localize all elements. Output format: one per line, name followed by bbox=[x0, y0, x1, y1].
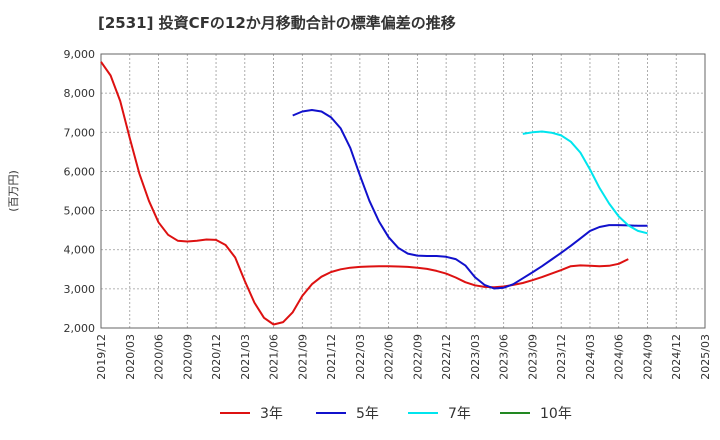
x-tick-label: 2024/09 bbox=[641, 334, 654, 380]
x-tick-label: 2019/12 bbox=[95, 334, 108, 380]
series-line bbox=[100, 61, 629, 326]
y-tick-label: 6,000 bbox=[64, 165, 96, 178]
x-tick-label: 2023/03 bbox=[469, 334, 482, 380]
x-tick-label: 2024/12 bbox=[670, 334, 683, 380]
x-tick-label: 2020/03 bbox=[124, 334, 137, 380]
legend-label: 5年 bbox=[356, 406, 379, 422]
x-tick-label: 2023/06 bbox=[498, 334, 511, 380]
legend-label: 3年 bbox=[260, 406, 283, 422]
y-tick-label: 9,000 bbox=[64, 48, 96, 61]
x-tick-label: 2021/09 bbox=[296, 334, 309, 380]
x-tick-label: 2021/12 bbox=[325, 334, 338, 380]
x-tick-label: 2020/06 bbox=[153, 334, 166, 380]
x-tick-label: 2024/06 bbox=[613, 334, 626, 380]
y-tick-label: 8,000 bbox=[64, 87, 96, 100]
series-line bbox=[292, 109, 648, 290]
x-tick-label: 2021/06 bbox=[268, 334, 281, 380]
x-tick-label: 2022/12 bbox=[440, 334, 453, 380]
series-line bbox=[522, 130, 648, 235]
x-tick-label: 2022/06 bbox=[383, 334, 396, 380]
y-tick-label: 5,000 bbox=[64, 205, 96, 218]
x-tick-label: 2022/09 bbox=[411, 334, 424, 380]
x-tick-label: 2022/03 bbox=[354, 334, 367, 380]
x-tick-label: 2021/03 bbox=[239, 334, 252, 380]
plot-frame bbox=[100, 53, 706, 329]
x-tick-label: 2024/03 bbox=[584, 334, 597, 380]
x-tick-label: 2020/12 bbox=[210, 334, 223, 380]
legend-label: 10年 bbox=[540, 406, 572, 422]
x-tick-label: 2020/09 bbox=[181, 334, 194, 380]
x-tick-label: 2023/12 bbox=[555, 334, 568, 380]
legend-label: 7年 bbox=[448, 406, 471, 422]
chart-title: [2531] 投資CFの12か月移動合計の標準偏差の推移 bbox=[98, 14, 456, 32]
y-tick-label: 2,000 bbox=[64, 322, 96, 335]
y-tick-label: 3,000 bbox=[64, 283, 96, 296]
y-tick-label: 4,000 bbox=[64, 244, 96, 257]
x-tick-label: 2025/03 bbox=[699, 334, 712, 380]
x-tick-label: 2023/09 bbox=[526, 334, 539, 380]
y-tick-label: 7,000 bbox=[64, 126, 96, 139]
y-axis-title: (百万円) bbox=[7, 170, 20, 212]
